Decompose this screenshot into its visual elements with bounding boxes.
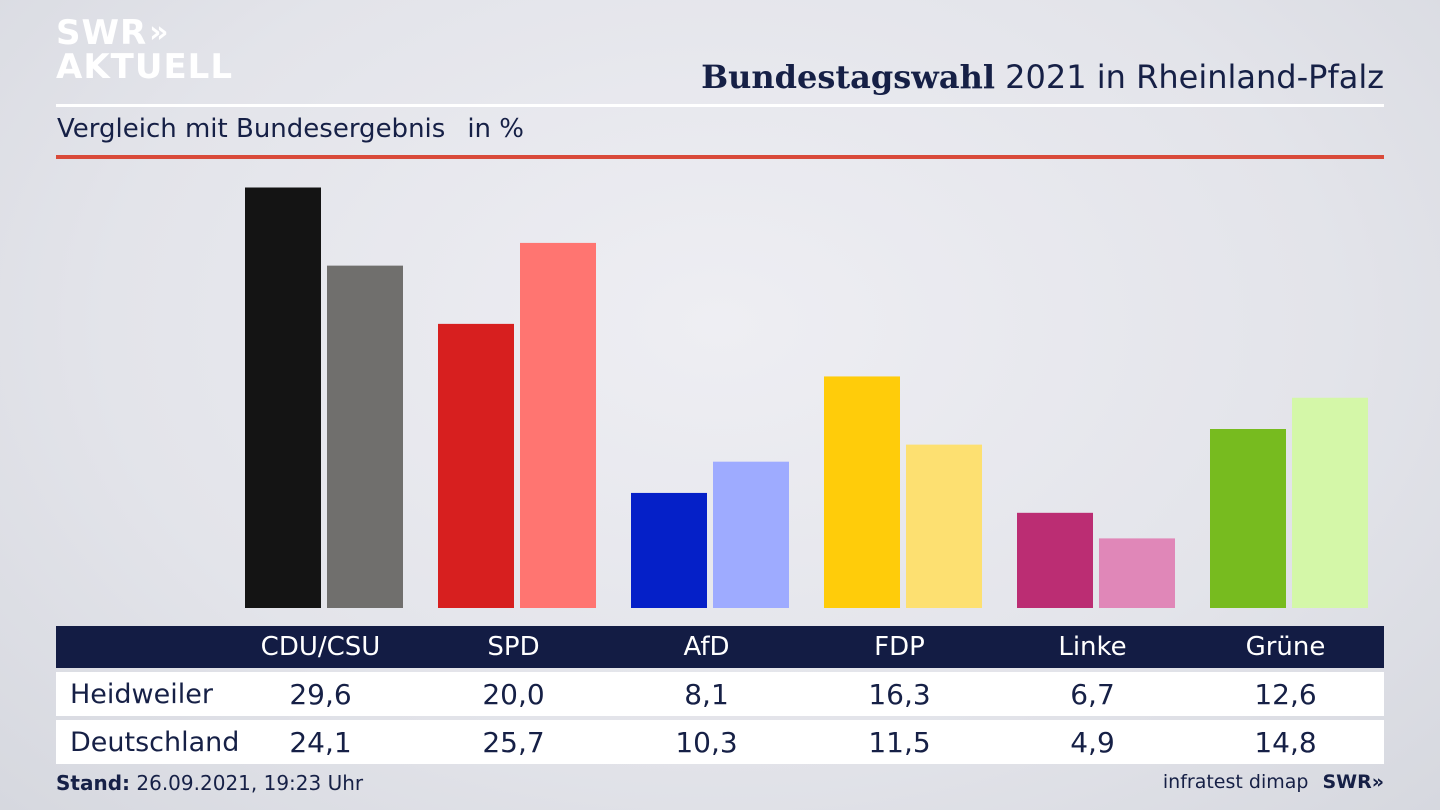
source-credit: infratest dimap SWR» — [1163, 771, 1384, 793]
title-bold: Bundestagswahl — [701, 58, 995, 96]
row-label: Heidweiler — [70, 678, 213, 710]
swr-chevron-icon: » — [1371, 771, 1384, 793]
page-title: Bundestagswahl 2021 in Rheinland-Pfalz — [701, 58, 1384, 96]
header-fdp: FDP — [874, 632, 925, 662]
bar-gr-ne-deutschland — [1292, 397, 1368, 608]
subtitle-divider — [56, 155, 1384, 159]
header-gruene: Grüne — [1245, 632, 1326, 662]
value-cell: 29,6 — [289, 677, 352, 711]
table-row-heidweiler: Heidweiler 29,6 20,0 8,1 16,3 6,7 12,6 — [56, 672, 1384, 716]
row-label: Deutschland — [70, 726, 240, 758]
header-linke: Linke — [1058, 632, 1127, 662]
logo-swr-text: SWR — [56, 13, 148, 53]
value-cell: 4,9 — [1070, 725, 1115, 759]
bar-cdu-csu-heidweiler — [245, 187, 321, 608]
value-cell: 16,3 — [868, 677, 931, 711]
logo-chevron-icon: » — [149, 15, 170, 50]
bar-fdp-heidweiler — [824, 376, 900, 608]
bar-linke-heidweiler — [1017, 512, 1093, 608]
table-row-deutschland: Deutschland 24,1 25,7 10,3 11,5 4,9 14,8 — [56, 720, 1384, 764]
bar-spd-deutschland — [520, 242, 596, 608]
bar-afd-heidweiler — [631, 492, 707, 608]
title-rest: 2021 in Rheinland-Pfalz — [1005, 58, 1384, 96]
value-cell: 20,0 — [482, 677, 545, 711]
subtitle-unit: in % — [467, 114, 524, 144]
bar-cdu-csu-deutschland — [327, 265, 403, 608]
bar-gr-ne-heidweiler — [1210, 429, 1286, 608]
bar-spd-heidweiler — [438, 323, 514, 608]
results-table: CDU/CSU SPD AfD FDP Linke Grüne Heidweil… — [56, 626, 1384, 764]
title-divider — [56, 104, 1384, 107]
subtitle-label: Vergleich mit Bundesergebnis — [57, 114, 446, 144]
source-text: infratest dimap — [1162, 771, 1309, 793]
bar-fdp-deutschland — [906, 444, 982, 608]
value-cell: 6,7 — [1070, 677, 1115, 711]
logo-aktuell-text: AKTUELL — [56, 47, 234, 87]
swr-aktuell-logo: SWR» AKTUELL — [56, 13, 234, 87]
bar-linke-deutschland — [1099, 538, 1175, 608]
stand-value: 26.09.2021, 19:23 Uhr — [136, 771, 364, 795]
chart-subtitle: Vergleich mit Bundesergebnis in % — [57, 114, 524, 144]
value-cell: 25,7 — [482, 725, 545, 759]
bar-chart — [245, 187, 1368, 608]
header-cdu-csu: CDU/CSU — [260, 632, 381, 662]
header-afd: AfD — [683, 632, 730, 662]
swr-footer-logo: SWR» — [1322, 771, 1384, 793]
value-cell: 8,1 — [684, 677, 729, 711]
table-header-row: CDU/CSU SPD AfD FDP Linke Grüne — [56, 626, 1384, 668]
timestamp: Stand: 26.09.2021, 19:23 Uhr — [56, 771, 363, 795]
swr-footer-text: SWR — [1322, 771, 1372, 793]
value-cell: 11,5 — [868, 725, 931, 759]
value-cell: 10,3 — [675, 725, 738, 759]
value-cell: 12,6 — [1254, 677, 1317, 711]
value-cell: 14,8 — [1254, 725, 1317, 759]
value-cell: 24,1 — [289, 725, 352, 759]
header-spd: SPD — [487, 632, 540, 662]
bar-afd-deutschland — [713, 461, 789, 608]
stand-label: Stand: — [56, 771, 131, 795]
